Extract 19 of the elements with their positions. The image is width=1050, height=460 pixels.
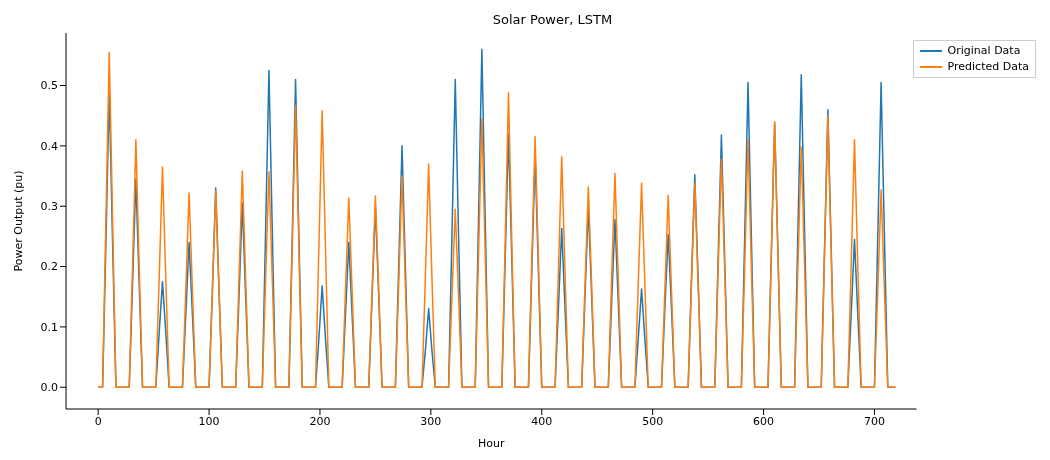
y-axis-title: Power Output (pu)	[11, 170, 25, 272]
y-tick-label: 0.4	[40, 139, 58, 153]
chart-title: Solar Power, LSTM	[491, 12, 614, 27]
y-tick-label: 0.5	[40, 79, 58, 93]
x-tick-label: 200	[309, 414, 331, 428]
x-axis-title: Hour	[478, 437, 506, 450]
x-tick-label: 600	[753, 414, 775, 428]
x-tick-label: 0	[94, 414, 102, 428]
y-tick-label: 0.1	[40, 320, 58, 334]
x-tick-label: 300	[420, 414, 442, 428]
x-tick-label: 700	[863, 414, 885, 428]
legend-label: Original Data	[947, 43, 1021, 59]
legend-label: Predicted Data	[947, 59, 1029, 75]
y-tick-label: 0.0	[40, 381, 58, 395]
y-tick-label: 0.2	[40, 260, 58, 274]
x-tick-label: 500	[642, 414, 664, 428]
x-tick-label: 400	[531, 414, 553, 428]
x-tick-label: 100	[198, 414, 220, 428]
y-tick-label: 0.3	[40, 200, 58, 214]
